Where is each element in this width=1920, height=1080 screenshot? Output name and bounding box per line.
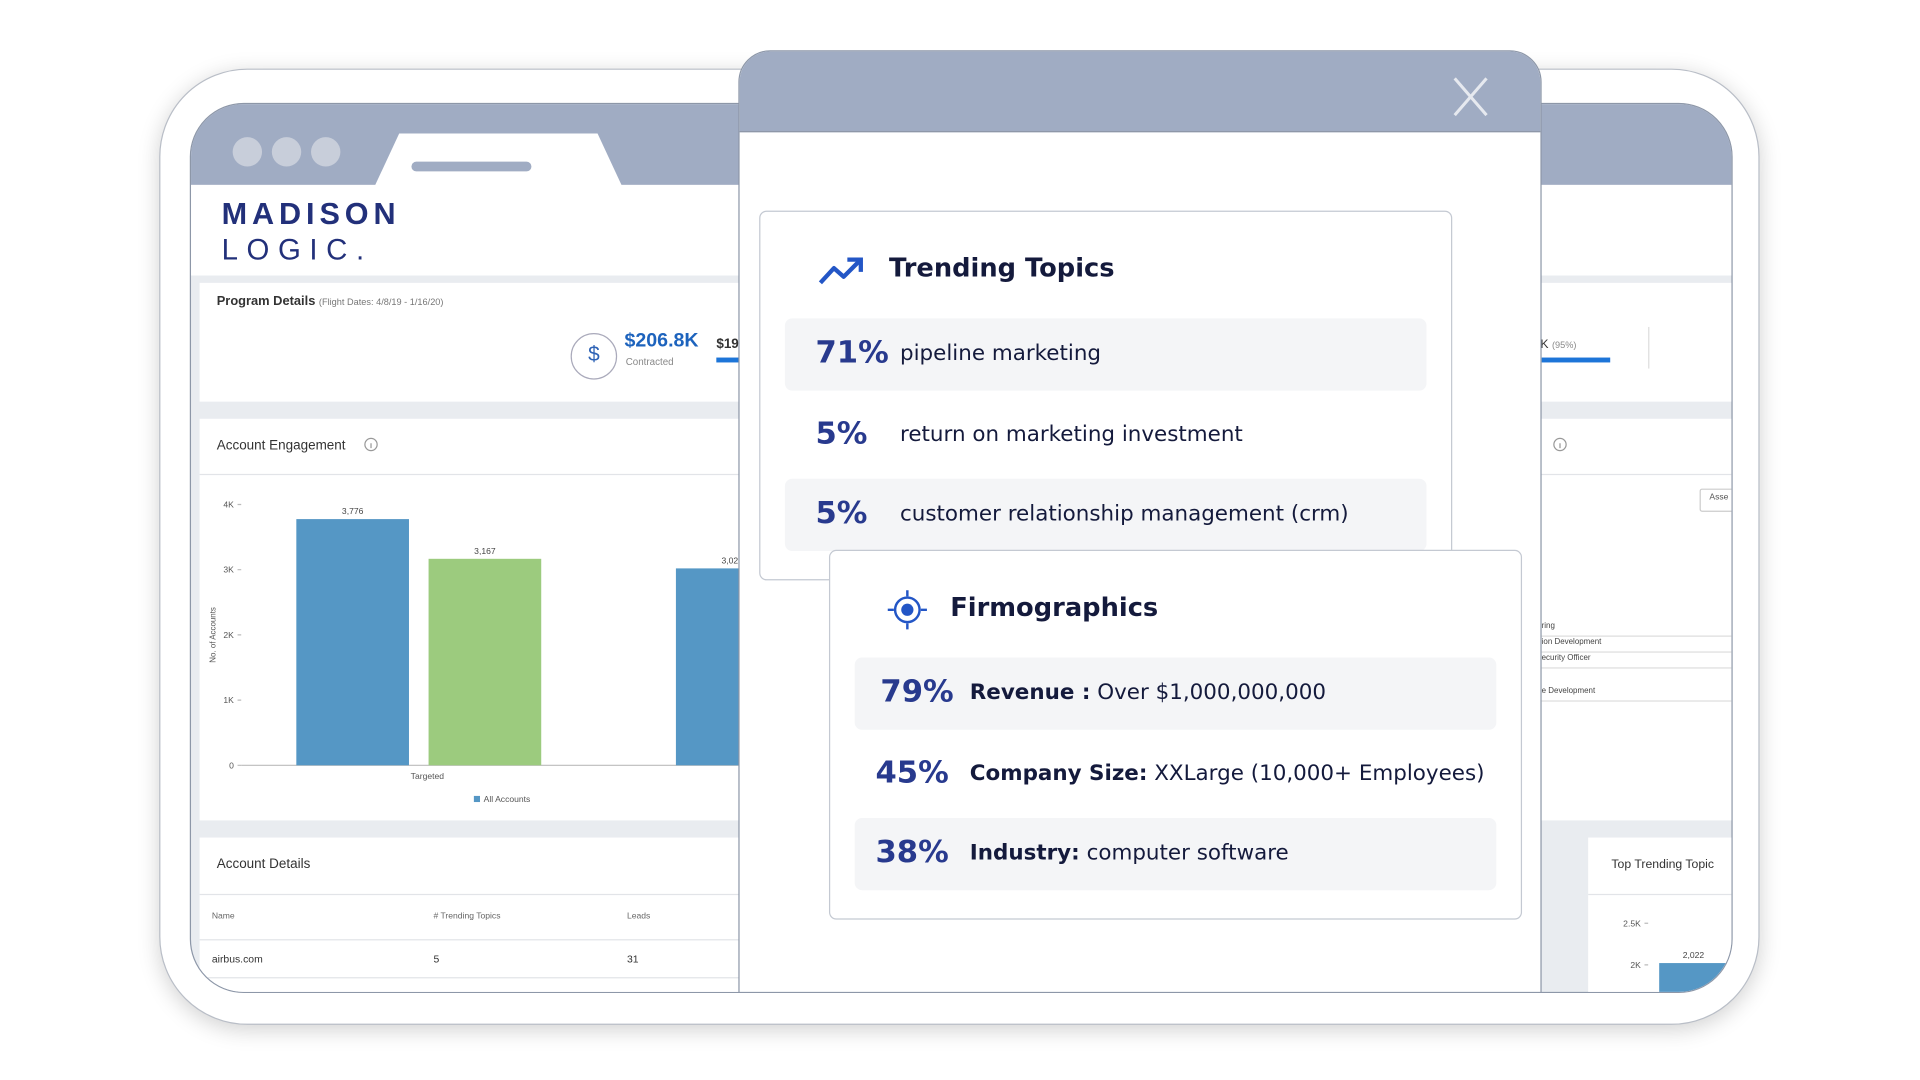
divider — [1588, 893, 1732, 896]
x-tick-label: Targeted — [411, 771, 445, 781]
divider — [1648, 326, 1650, 369]
y-tick-label: 2K — [223, 630, 234, 640]
bar — [428, 558, 542, 766]
flight-dates: (Flight Dates: 4/8/19 - 1/16/20) — [318, 296, 444, 308]
column-header: # Trending Topics — [433, 912, 501, 921]
y-tick-label: 3K — [223, 565, 234, 575]
key: Revenue : — [969, 680, 1091, 706]
window-dot — [271, 137, 302, 167]
list-divider — [1541, 667, 1732, 669]
trend-icon — [818, 257, 863, 285]
legend-swatch — [473, 795, 480, 803]
list-divider — [1541, 651, 1732, 653]
contracted-value: $206.8K — [624, 330, 699, 352]
target-icon — [887, 590, 927, 630]
y-tick-label: 2.5K — [1623, 918, 1641, 928]
window-dot — [232, 137, 263, 167]
topic-label: pipeline marketing — [900, 341, 1102, 367]
progress-bar — [716, 357, 741, 363]
firmographic-percent: 79% — [880, 673, 954, 709]
next-value: $19 — [716, 336, 739, 352]
info-icon — [364, 437, 378, 452]
right-value: K (95%) — [1540, 338, 1576, 351]
y-tick-label: 4K — [223, 500, 234, 510]
logo-line1: MADISON — [221, 197, 401, 232]
y-tick-label: 1K — [223, 695, 234, 705]
topic-row — [784, 318, 1427, 391]
list-item: ion Development — [1541, 637, 1602, 647]
firmographic-percent: 45% — [875, 754, 949, 790]
firmographic-text: Company Size: XXLarge (10,000+ Employees… — [970, 762, 1485, 786]
list-item: ecurity Officer — [1541, 653, 1591, 663]
firmographics-card: Firmographics 79% Revenue : Over $1,000,… — [828, 549, 1523, 920]
value-label: 3,776 — [342, 506, 364, 516]
browser-tabs — [232, 133, 623, 187]
topic-percent: 5% — [815, 415, 868, 451]
top-trending-title: Top Trending Topic — [1611, 858, 1714, 872]
button-label: Asse — [1709, 493, 1729, 503]
card-title: Firmographics — [950, 592, 1159, 623]
table-cell: 31 — [626, 952, 639, 965]
y-tick-label: 2K — [1630, 960, 1641, 970]
trending-topics-card: Trending Topics 71% pipeline marketing 5… — [759, 210, 1453, 581]
topic-percent: 5% — [815, 494, 868, 531]
firmographic-text: Revenue : Over $1,000,000,000 — [970, 681, 1326, 705]
title: Program Details — [216, 293, 316, 309]
topic-percent: 71% — [815, 334, 889, 370]
account-engagement-title: Account Engagement — [216, 438, 346, 454]
key: Industry: — [969, 841, 1080, 866]
table-cell: 5 — [433, 952, 440, 965]
tab-title-bar — [411, 161, 532, 172]
value: K — [1540, 337, 1549, 352]
progress-bar — [1541, 357, 1611, 363]
value-label: 3,167 — [474, 546, 496, 556]
value: Over $1,000,000,000 — [1097, 680, 1327, 706]
info-icon — [1553, 437, 1567, 452]
y-axis-label: No. of Accounts — [209, 607, 218, 663]
list-item: e Development — [1541, 686, 1596, 696]
logo-line2: LOGIC. — [221, 233, 373, 267]
value-label: 3,020 — [722, 555, 744, 565]
browser-tab — [374, 133, 623, 187]
column-header: Name — [211, 912, 235, 921]
button[interactable] — [1699, 488, 1732, 512]
card-title: Trending Topics — [888, 253, 1115, 283]
value: XXLarge (10,000+ Employees) — [1154, 761, 1485, 787]
popup-header — [739, 51, 1541, 133]
bar — [296, 519, 409, 766]
firmographic-percent: 38% — [875, 833, 949, 870]
key: Company Size: — [969, 761, 1148, 787]
value-label: 2,022 — [1683, 950, 1705, 960]
column-header: Leads — [626, 912, 651, 921]
value: computer software — [1086, 841, 1289, 866]
program-details-title: Program Details (Flight Dates: 4/8/19 - … — [217, 294, 444, 309]
bar — [1659, 963, 1728, 992]
window-dot — [311, 137, 341, 167]
firmographic-text: Industry: computer software — [970, 841, 1289, 865]
topic-label: customer relationship management (crm) — [900, 502, 1349, 527]
topic-row — [784, 478, 1427, 552]
list-item: ring — [1541, 622, 1555, 631]
list-divider — [1541, 700, 1732, 702]
firmographic-row — [854, 817, 1497, 891]
legend-label: All Accounts — [484, 794, 531, 804]
currency-icon-circle — [570, 333, 618, 380]
y-tick-label: 0 — [229, 760, 234, 770]
account-details-title: Account Details — [216, 857, 311, 872]
contracted-label: Contracted — [625, 356, 674, 368]
topic-label: return on marketing investment — [900, 422, 1243, 447]
table-cell: airbus.com — [211, 952, 263, 965]
engagement-chart: 0 1K 2K 3K 4K No. of Accounts Targeted 3,776 3,1… — [209, 500, 789, 804]
pct: (95%) — [1551, 339, 1577, 351]
close-button[interactable] — [1452, 76, 1489, 118]
list-divider — [1541, 635, 1732, 637]
currency-icon: $ — [588, 342, 600, 367]
firmographic-row — [854, 657, 1497, 730]
